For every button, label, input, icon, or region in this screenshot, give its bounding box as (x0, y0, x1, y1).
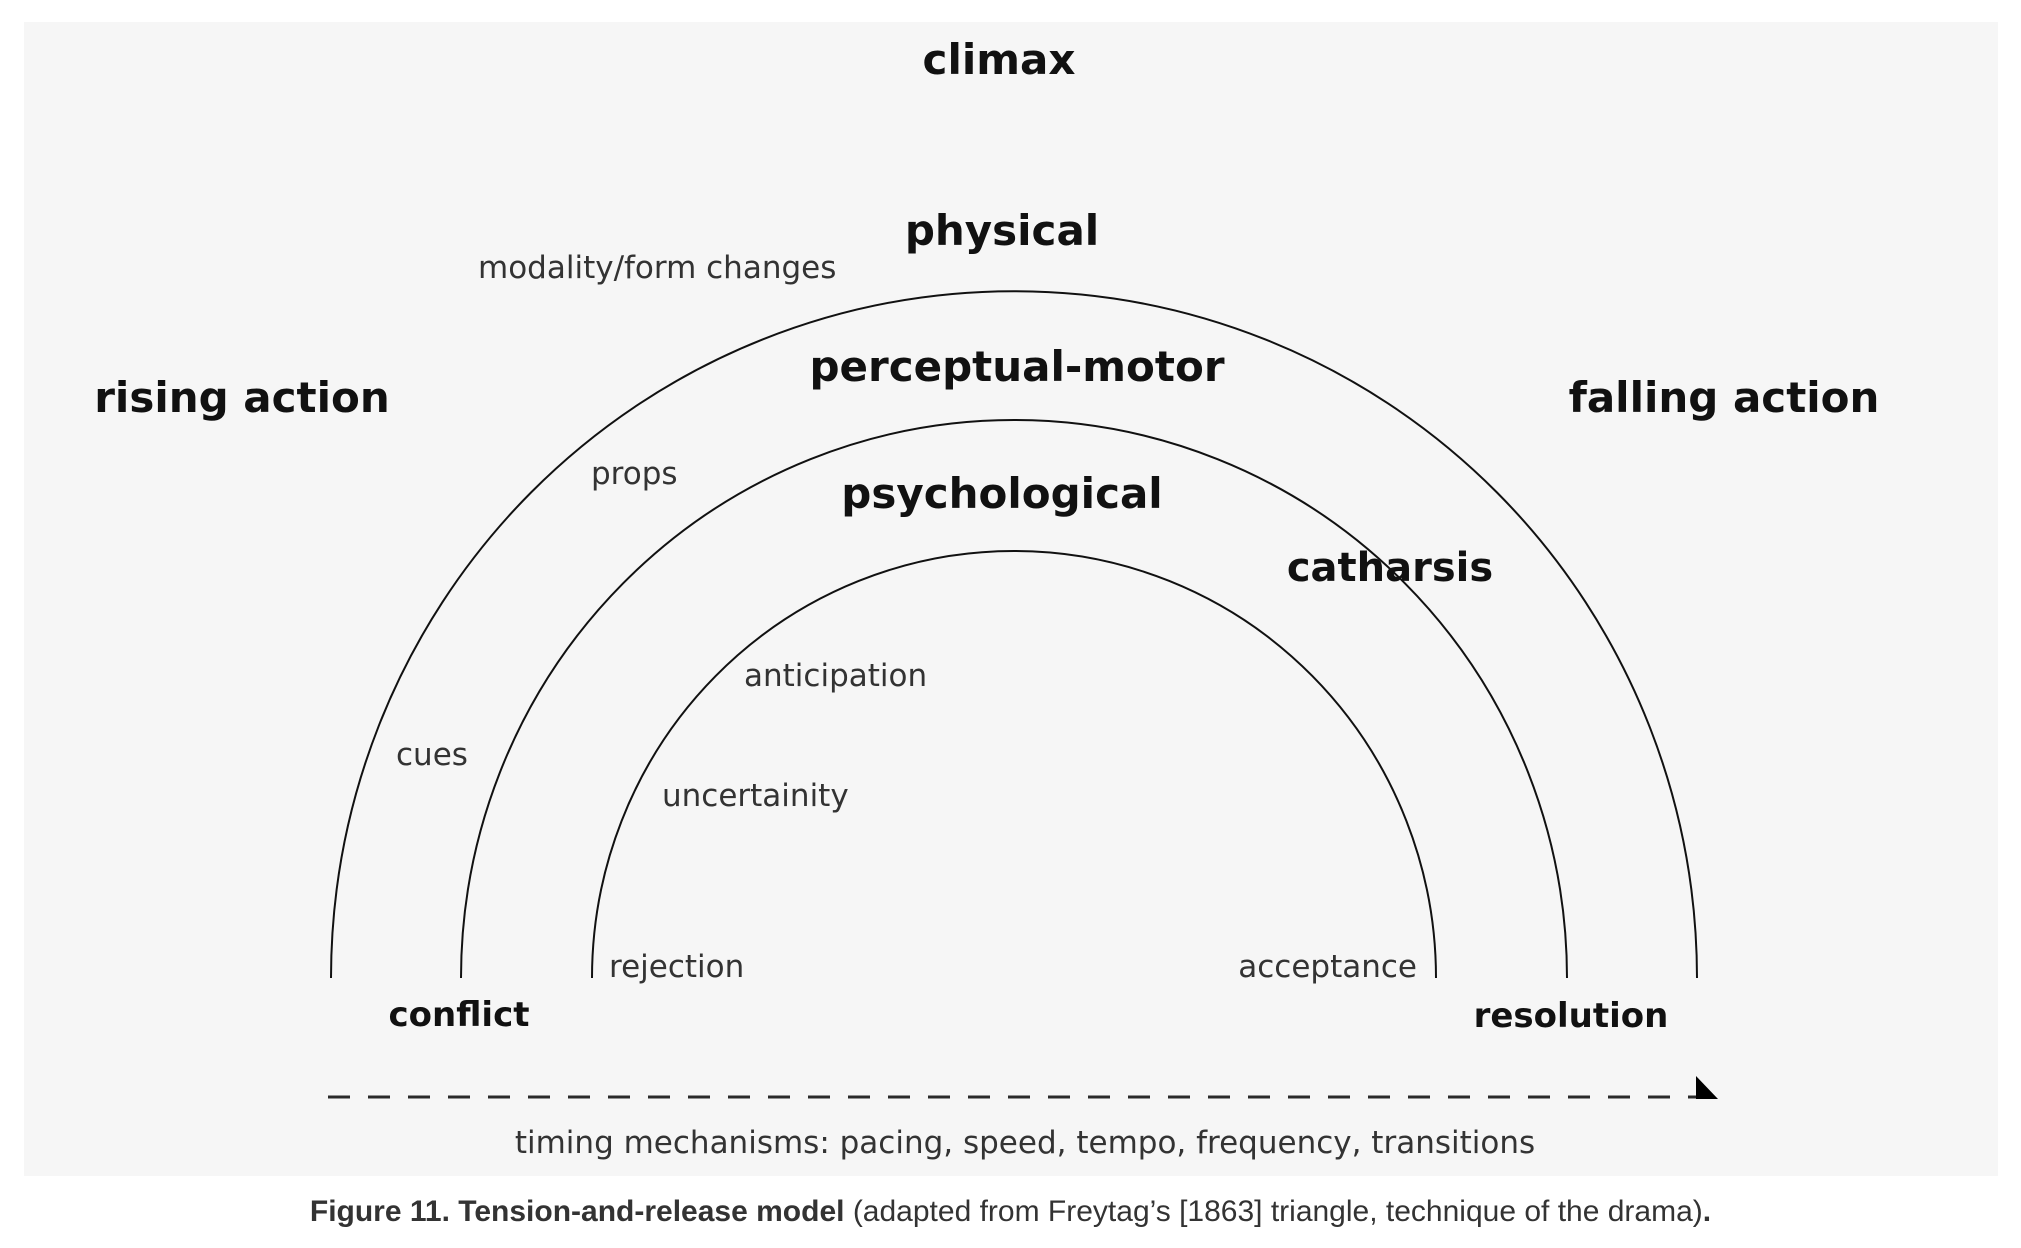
label-falling-action: falling action (1569, 373, 1880, 422)
inner-arc-psychological (591, 550, 1437, 979)
label-modality: modality/form changes (478, 250, 836, 286)
label-psychological: psychological (841, 469, 1162, 518)
label-props: props (591, 456, 678, 492)
label-perceptual-motor: perceptual-motor (809, 342, 1224, 391)
caption-bold: Figure 11. Tension-and-release model (309, 1195, 845, 1228)
timing-arrowhead (1696, 1076, 1718, 1099)
label-conflict: conflict (389, 995, 530, 1035)
label-anticipation: anticipation (744, 658, 927, 694)
caption-rest: (adapted from Freytag’s [1863] triangle,… (844, 1195, 1703, 1228)
label-timing-mechanisms: timing mechanisms: pacing, speed, tempo,… (515, 1125, 1535, 1161)
label-physical: physical (905, 206, 1099, 255)
label-uncertainity: uncertainity (662, 778, 849, 814)
middle-arc-perceptual-motor (460, 419, 1568, 979)
outer-arc-physical (330, 290, 1698, 979)
label-cues: cues (396, 737, 468, 773)
label-rejection: rejection (609, 949, 744, 985)
label-rising-action: rising action (94, 373, 390, 422)
figure-caption: Figure 11. Tension-and-release model (ad… (0, 1195, 2021, 1229)
label-acceptance: acceptance (1238, 949, 1417, 985)
label-climax: climax (923, 35, 1076, 84)
caption-end: . (1702, 1195, 1712, 1228)
label-resolution: resolution (1474, 996, 1669, 1036)
label-catharsis: catharsis (1287, 545, 1493, 591)
diagram-background (24, 22, 1998, 1176)
